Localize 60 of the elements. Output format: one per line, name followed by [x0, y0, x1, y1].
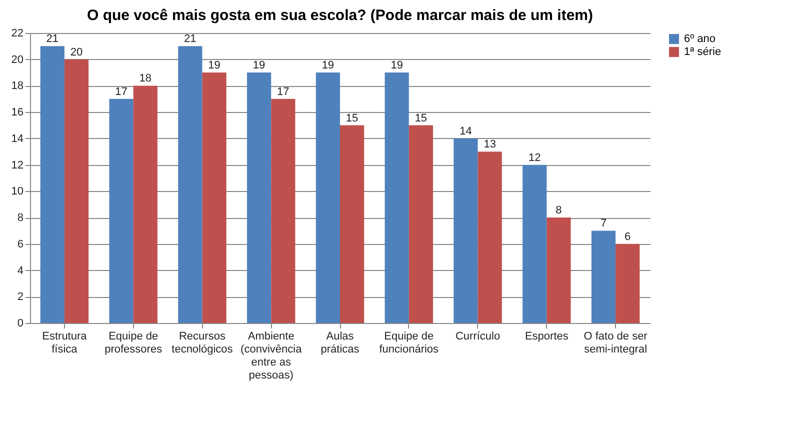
y-tick-label: 6 — [17, 238, 24, 250]
y-tick-label: 0 — [17, 318, 24, 330]
data-label: 13 — [484, 138, 496, 151]
data-label: 8 — [556, 204, 562, 217]
bar — [384, 72, 409, 323]
x-tick-label: Esportes — [524, 330, 569, 342]
data-label: 19 — [322, 60, 334, 72]
bar — [64, 59, 89, 323]
bar — [454, 138, 478, 323]
x-tick-label: Equipe de funcionários — [379, 330, 440, 356]
bar — [546, 218, 571, 323]
bar — [316, 72, 340, 323]
bar — [616, 244, 640, 323]
legend-label: 6º ano — [684, 33, 716, 45]
x-tick-label: Equipe de professores — [104, 330, 163, 356]
bar — [247, 72, 272, 323]
bar — [591, 230, 616, 323]
data-label: 17 — [115, 86, 128, 98]
y-tick-label: 8 — [17, 212, 24, 224]
y-tick-label: 16 — [11, 106, 24, 119]
data-label: 20 — [70, 46, 83, 58]
data-label: 6 — [624, 230, 631, 243]
bar — [202, 72, 226, 323]
data-label: 19 — [208, 60, 220, 72]
x-tick-label: Currículo — [455, 330, 500, 342]
bar — [271, 98, 296, 323]
x-tick-label: Estrutura física — [42, 330, 88, 356]
y-tick-label: 14 — [11, 132, 24, 145]
y-tick-label: 10 — [11, 186, 24, 198]
y-tick-label: 18 — [11, 80, 24, 92]
y-tick-label: 20 — [11, 54, 24, 66]
data-label: 17 — [277, 86, 290, 98]
data-label: 19 — [252, 60, 266, 72]
data-label: 14 — [460, 125, 472, 138]
data-label: 21 — [46, 33, 59, 46]
bar — [178, 46, 202, 323]
data-label: 15 — [414, 112, 428, 124]
data-label: 21 — [184, 33, 196, 46]
bar — [109, 98, 134, 323]
y-tick-label: 12 — [11, 159, 24, 172]
y-tick-label: 22 — [11, 28, 24, 40]
bar — [478, 152, 502, 323]
chart-title: O que você mais gosta em sua escola? (Pode marcar mais de um item) — [86, 7, 594, 24]
bar — [133, 86, 158, 323]
y-tick-label: 4 — [17, 264, 24, 277]
data-label: 19 — [390, 60, 403, 72]
x-tick-label: O fato de ser semi-integral — [584, 330, 648, 356]
bar — [340, 125, 364, 323]
legend-label: 1ª série — [684, 46, 722, 58]
data-label: 15 — [346, 112, 358, 124]
bar — [40, 46, 64, 323]
x-tick-label: Ambiente (convivência entre as pessoas) — [240, 330, 303, 382]
x-tick-label: Aulas práticas — [320, 330, 360, 356]
bar — [522, 164, 547, 323]
data-label: 18 — [139, 72, 152, 85]
data-label: 12 — [528, 152, 541, 164]
data-label: 7 — [600, 218, 607, 230]
y-tick-label: 2 — [17, 291, 24, 304]
bar — [408, 125, 433, 323]
x-tick-label: Recursos tecnológicos — [172, 330, 234, 356]
